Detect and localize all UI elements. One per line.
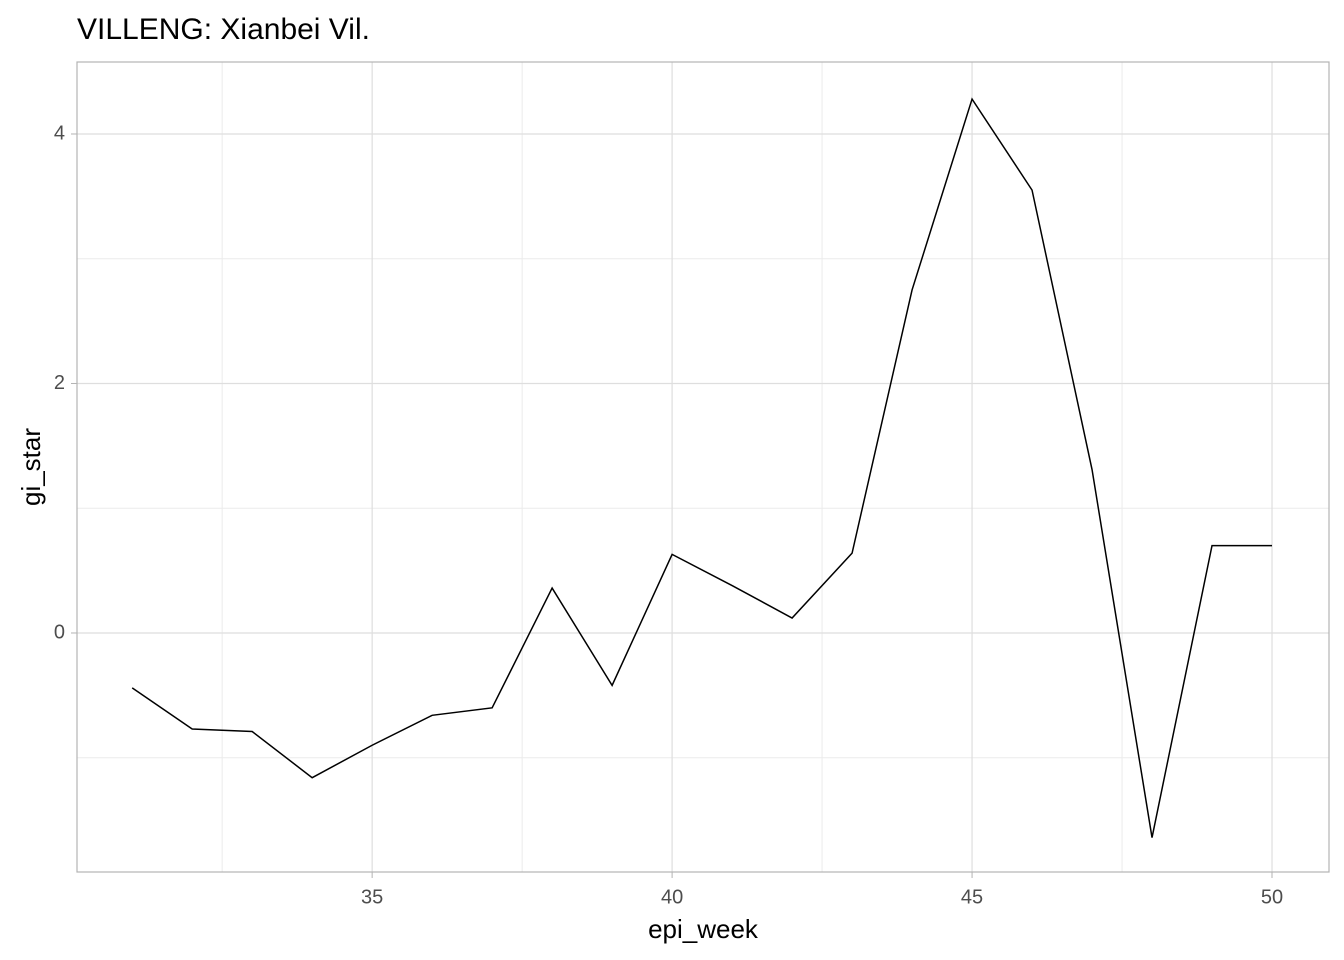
x-tick-label: 50 <box>1261 886 1283 908</box>
x-tick-label: 40 <box>661 886 683 908</box>
x-tick-label: 35 <box>361 886 383 908</box>
y-tick-label: 2 <box>54 372 65 394</box>
x-tick-label: 45 <box>961 886 983 908</box>
line <box>131 97 1273 838</box>
chart-title: VILLENG: Xianbei Vil. <box>77 13 370 46</box>
y-tick-label: 4 <box>54 122 65 144</box>
y-tick-label: 0 <box>54 621 65 643</box>
x-axis-title: epi_week <box>648 914 759 944</box>
y-axis-title: gi_star <box>16 428 46 506</box>
panel-border <box>76 61 1330 873</box>
